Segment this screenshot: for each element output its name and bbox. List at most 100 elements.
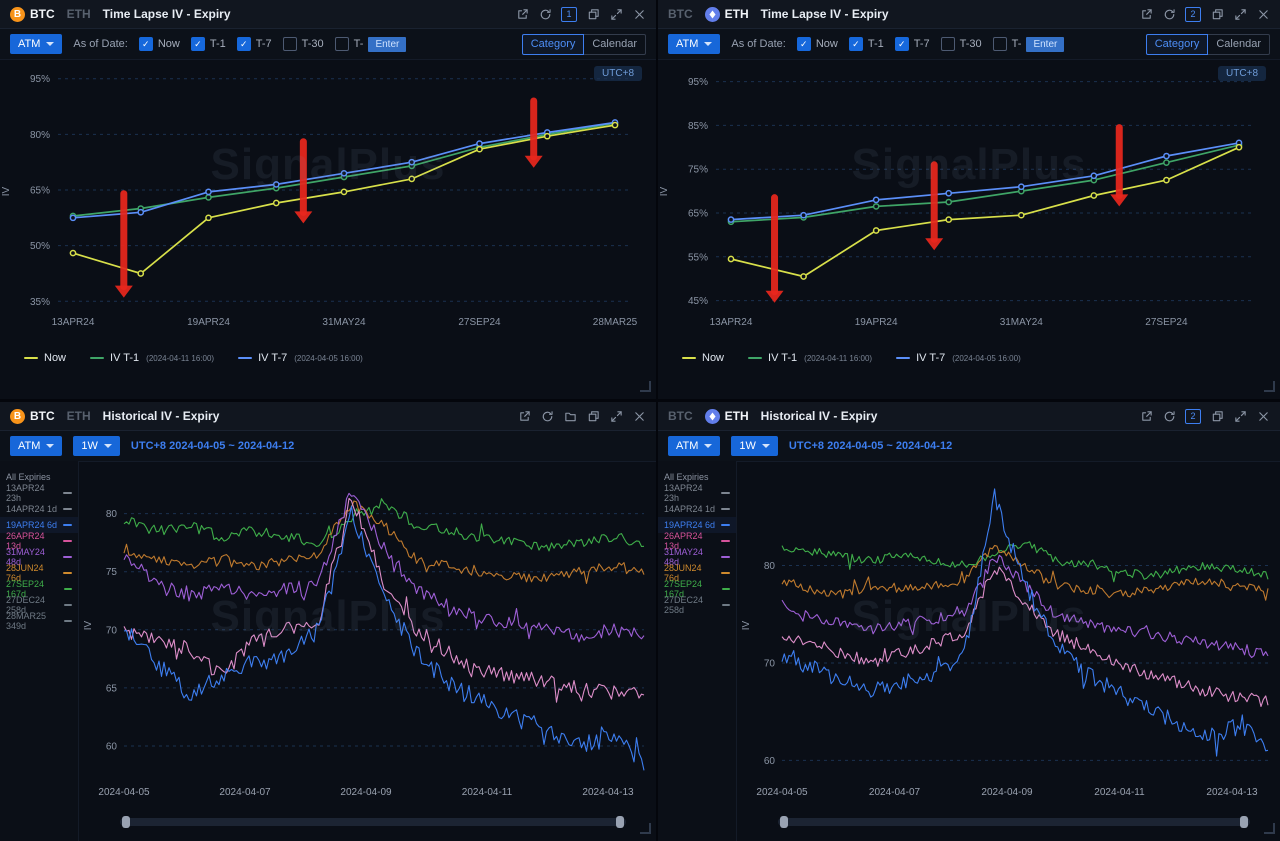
expiry-item[interactable]: 26APR24 13d [658,531,736,551]
expiry-item[interactable]: 28MAR25 349d [0,611,78,631]
period-dropdown[interactable]: 1W [73,436,120,456]
expiry-item[interactable]: 19APR24 6d [0,517,78,533]
slider-track[interactable] [778,818,1250,826]
y-tick-label: 55% [688,252,708,263]
expiry-item[interactable]: All Expiries [658,469,736,485]
external-link-icon[interactable] [515,7,529,21]
fullscreen-icon[interactable] [1233,7,1247,21]
resize-handle[interactable] [1264,823,1275,834]
atm-dropdown[interactable]: ATM [10,34,63,54]
legend-sublabel: (2024-04-05 16:00) [952,353,1021,363]
view-toggle-calendar[interactable]: Calendar [1207,33,1270,55]
fullscreen-icon[interactable] [609,7,623,21]
resize-handle[interactable] [640,381,651,392]
checkbox-t1[interactable]: ✓ T-1 [848,37,884,51]
enter-input[interactable]: Enter [1026,36,1065,52]
fullscreen-icon[interactable] [1233,409,1247,423]
fullscreen-icon[interactable] [609,409,623,423]
coin-tab-btc[interactable]: B BTC [10,6,55,22]
checkbox-now[interactable]: ✓ Now [796,37,838,51]
legend-item-0[interactable]: Now [682,352,724,364]
enter-input[interactable]: Enter [368,36,407,52]
view-toggle-category[interactable]: Category [521,33,585,55]
expiry-item[interactable]: All Expiries [0,469,78,485]
duplicate-icon[interactable] [586,7,600,21]
coin-tab-eth[interactable]: ETH [704,408,749,424]
legend-item-2[interactable]: IV T-7 (2024-04-05 16:00) [238,352,363,364]
atm-dropdown[interactable]: ATM [668,34,721,54]
slider-handle-left[interactable] [780,816,788,828]
duplicate-icon[interactable] [1210,409,1224,423]
checkbox-t[interactable]: T- [992,37,1021,51]
period-dropdown[interactable]: 1W [731,436,778,456]
expiry-item[interactable]: 19APR24 6d [658,517,736,533]
close-icon[interactable] [1256,7,1270,21]
x-tick-label: 2024-04-07 [219,787,271,798]
expiry-item[interactable]: 31MAY24 48d [658,547,736,567]
refresh-icon[interactable] [1162,409,1176,423]
external-link-icon[interactable] [1139,409,1153,423]
checkbox-now[interactable]: ✓ Now [138,37,180,51]
external-link-icon[interactable] [1139,7,1153,21]
checkbox-t1[interactable]: ✓ T-1 [190,37,226,51]
slider-handle-right[interactable] [616,816,624,828]
coin-tab-btc[interactable]: BTC [668,7,693,21]
atm-dropdown[interactable]: ATM [10,436,63,456]
x-tick-label: 2024-04-11 [1094,787,1145,798]
coin-tab-btc[interactable]: BTC [668,409,693,423]
view-toggle-calendar[interactable]: Calendar [583,33,646,55]
checkbox-t30[interactable]: T-30 [940,37,982,51]
expiry-item[interactable]: 26APR24 13d [0,531,78,551]
external-link-icon[interactable] [517,409,531,423]
expiry-item[interactable]: 27DEC24 258d [0,595,78,615]
window-count-badge[interactable]: 1 [561,6,577,22]
window-count-badge[interactable]: 2 [1185,408,1201,424]
close-icon[interactable] [1256,409,1270,423]
expiry-item[interactable]: 28JUN24 76d [0,563,78,583]
refresh-icon[interactable] [1162,7,1176,21]
checkbox-t7[interactable]: ✓ T-7 [236,37,272,51]
duplicate-icon[interactable] [1210,7,1224,21]
expiry-item[interactable]: 27DEC24 258d [658,595,736,615]
view-toggle-category[interactable]: Category [1145,33,1209,55]
checkbox-t7[interactable]: ✓ T-7 [894,37,930,51]
checkbox-t30[interactable]: T-30 [282,37,324,51]
expiry-color-dash [63,604,72,606]
expiry-item[interactable]: 27SEP24 167d [658,579,736,599]
coin-tab-eth[interactable]: ETH [67,7,91,21]
resize-handle[interactable] [640,823,651,834]
slider-handle-left[interactable] [122,816,130,828]
coin-tab-eth[interactable]: ETH [704,6,749,22]
expiry-item[interactable]: 14APR24 1d [0,501,78,517]
panel-header: B BTC ETH Time Lapse IV - Expiry 1 [0,0,656,29]
expiry-item[interactable]: 27SEP24 167d [0,579,78,599]
legend-item-1[interactable]: IV T-1 (2024-04-11 16:00) [748,352,872,364]
expiry-item[interactable]: 13APR24 23h [658,483,736,503]
close-icon[interactable] [632,409,646,423]
view-toggle: Category Calendar [1145,33,1270,55]
refresh-icon[interactable] [538,7,552,21]
duplicate-icon[interactable] [586,409,600,423]
expiry-item[interactable]: 13APR24 23h [0,483,78,503]
atm-dropdown[interactable]: ATM [668,436,721,456]
expiry-item[interactable]: 28JUN24 76d [658,563,736,583]
expiry-item[interactable]: 31MAY24 48d [0,547,78,567]
data-point [340,169,348,177]
coin-tab-eth[interactable]: ETH [67,409,91,423]
checkbox-t[interactable]: T- [334,37,363,51]
refresh-icon[interactable] [540,409,554,423]
folder-icon[interactable] [563,409,577,423]
legend-item-2[interactable]: IV T-7 (2024-04-05 16:00) [896,352,1021,364]
resize-handle[interactable] [1264,381,1275,392]
slider-handle-right[interactable] [1240,816,1248,828]
slider-track[interactable] [120,818,626,826]
expiry-item[interactable]: 14APR24 1d [658,501,736,517]
toolbar: ATM As of Date: ✓ Now ✓ T-1 ✓ T-7 T-30 T- Enter Cat… [658,29,1280,60]
legend-item-0[interactable]: Now [24,352,66,364]
legend-item-1[interactable]: IV T-1 (2024-04-11 16:00) [90,352,214,364]
coin-tab-btc[interactable]: B BTC [10,408,55,424]
close-icon[interactable] [632,7,646,21]
window-count-badge[interactable]: 2 [1185,6,1201,22]
time-range-slider[interactable] [120,815,626,829]
time-range-slider[interactable] [778,815,1250,829]
